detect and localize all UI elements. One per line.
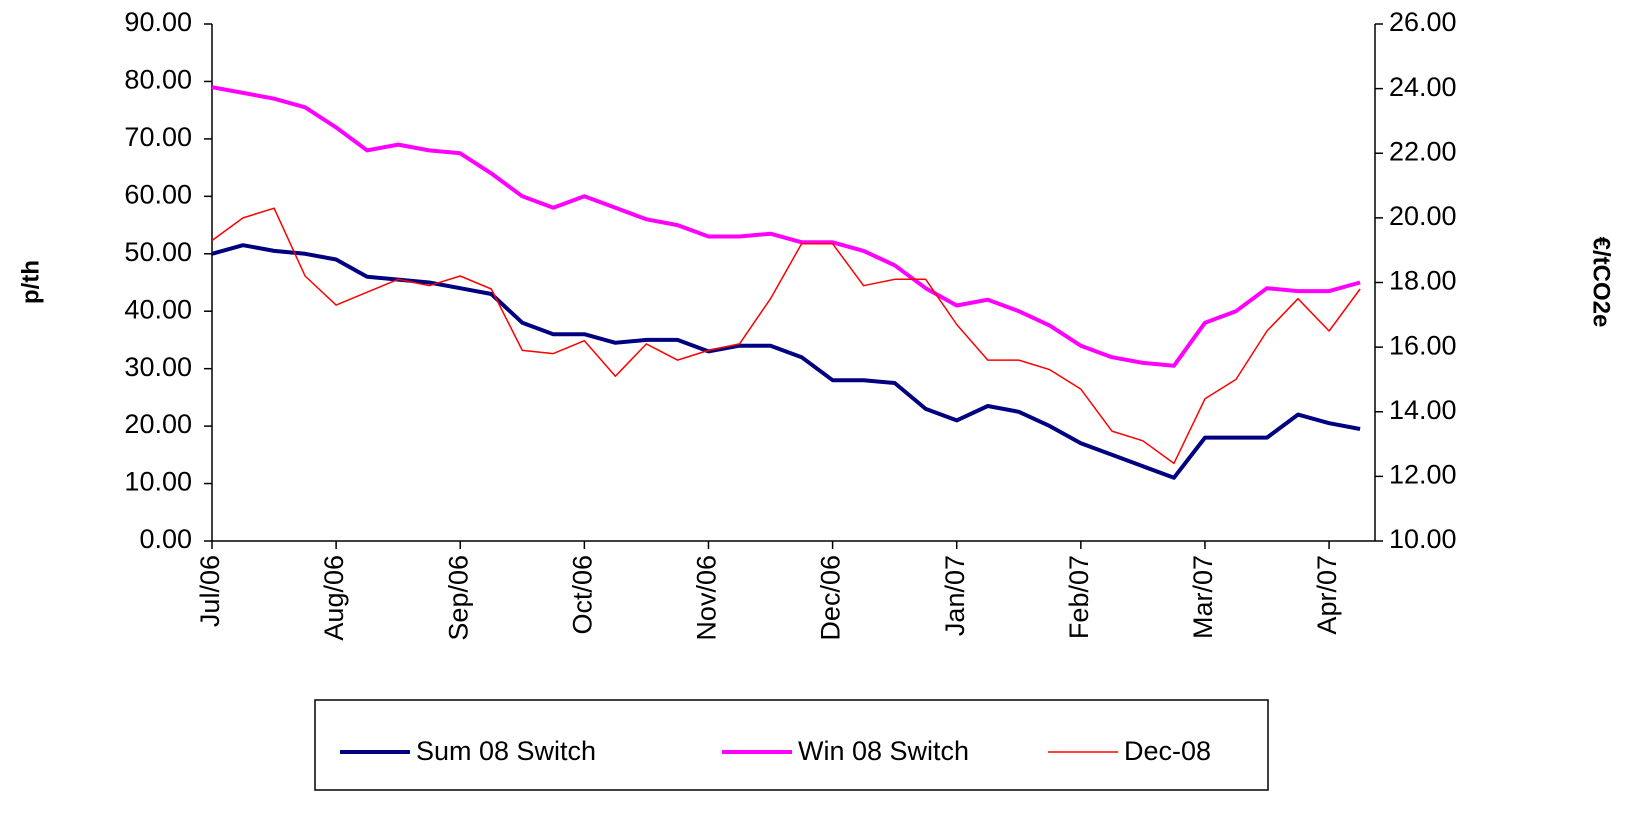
x-tick-label: Jul/06 <box>195 555 225 627</box>
series-line <box>211 243 1361 480</box>
x-tick-label: Oct/06 <box>567 555 597 635</box>
legend-label: Win 08 Switch <box>798 736 969 766</box>
x-tick-label: Mar/07 <box>1188 555 1218 639</box>
y2-tick-label: 14.00 <box>1389 395 1457 425</box>
legend-box <box>314 699 1269 791</box>
y-tick-label: 40.00 <box>124 294 192 324</box>
y2-tick-label: 16.00 <box>1389 330 1457 360</box>
y-tick-label: 50.00 <box>124 237 192 267</box>
y-tick-label: 30.00 <box>124 352 192 382</box>
y2-tick-label: 26.00 <box>1389 7 1457 37</box>
y-tick-label: 90.00 <box>124 7 192 37</box>
y2-tick-label: 10.00 <box>1389 524 1457 554</box>
series-line <box>211 85 1361 368</box>
series-line <box>211 207 1361 465</box>
y-tick-label: 20.00 <box>124 409 192 439</box>
legend-label: Dec-08 <box>1124 736 1211 766</box>
y2-tick-label: 22.00 <box>1389 136 1457 166</box>
x-tick-label: Jan/07 <box>940 555 970 636</box>
y2-axis-title: €/tCO2e <box>1588 237 1615 328</box>
x-tick-label: Dec/06 <box>816 555 846 641</box>
x-tick-label: Apr/07 <box>1312 555 1342 635</box>
x-tick-label: Nov/06 <box>692 555 722 641</box>
y-tick-label: 70.00 <box>124 122 192 152</box>
y-tick-label: 80.00 <box>124 65 192 95</box>
x-tick-label: Sep/06 <box>443 555 473 641</box>
y-tick-label: 10.00 <box>124 467 192 497</box>
y2-tick-label: 20.00 <box>1389 201 1457 231</box>
y2-tick-label: 24.00 <box>1389 72 1457 102</box>
x-tick-label: Aug/06 <box>319 555 349 641</box>
y-tick-label: 60.00 <box>124 179 192 209</box>
legend-label: Sum 08 Switch <box>416 736 596 766</box>
x-tick-label: Feb/07 <box>1064 555 1094 639</box>
y-tick-label: 0.00 <box>139 524 192 554</box>
y2-tick-label: 12.00 <box>1389 460 1457 490</box>
y-axis-title: p/th <box>17 260 44 304</box>
y2-tick-label: 18.00 <box>1389 266 1457 296</box>
